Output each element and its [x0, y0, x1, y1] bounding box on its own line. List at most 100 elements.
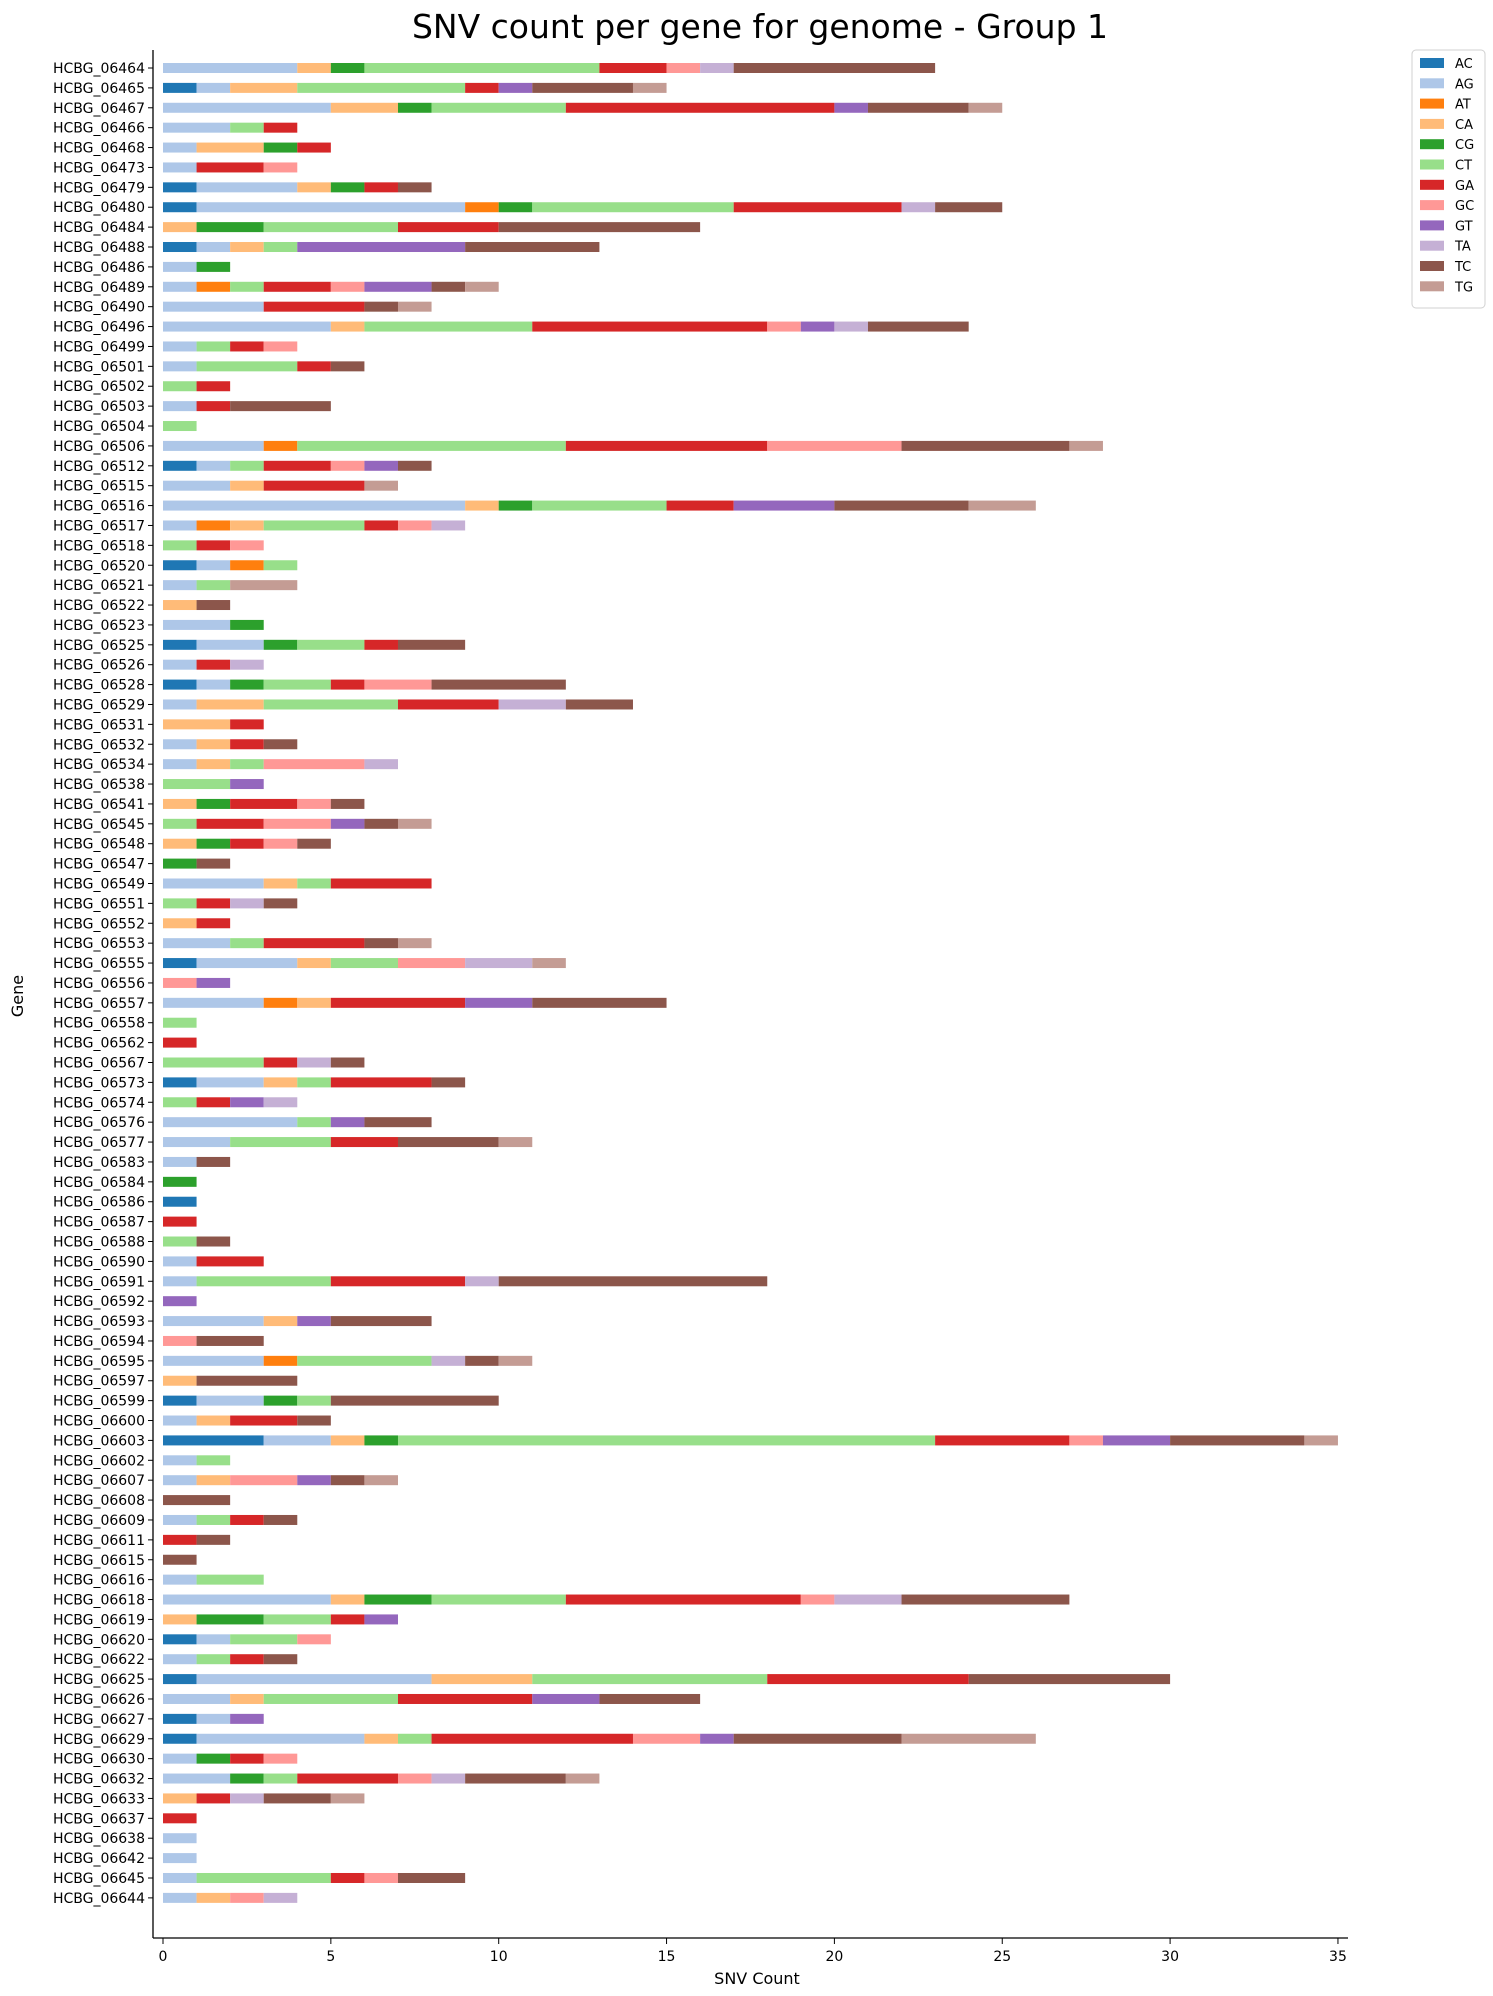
bar-ga-hcbg-06465 — [465, 82, 499, 93]
bar-ct-hcbg-06591 — [196, 1276, 331, 1287]
bar-ga-hcbg-06633 — [196, 1793, 231, 1804]
y-tick-label: HCBG_06555 — [53, 956, 145, 972]
bar-tc-hcbg-06545 — [364, 818, 398, 829]
bar-at-hcbg-06595 — [263, 1355, 298, 1366]
bar-ac-hcbg-06465 — [163, 82, 197, 93]
bar-gc-hcbg-06517 — [397, 520, 432, 531]
y-tick-label: HCBG_06597 — [53, 1374, 145, 1390]
y-tick-label: HCBG_06607 — [53, 1473, 145, 1489]
y-tick-label: HCBG_06586 — [53, 1195, 145, 1211]
bar-ga-hcbg-06502 — [196, 381, 231, 392]
bar-ac-hcbg-06528 — [163, 679, 197, 690]
x-tick-label: 5 — [326, 1949, 335, 1965]
x-axis-label: SNV Count — [714, 1969, 800, 1988]
bar-ac-hcbg-06620 — [163, 1634, 197, 1645]
y-tick-label: HCBG_06534 — [53, 757, 145, 773]
y-tick-label: HCBG_06608 — [53, 1493, 145, 1509]
y-tick-label: HCBG_06520 — [53, 558, 145, 574]
bar-tg-hcbg-06633 — [330, 1793, 365, 1804]
bar-ct-hcbg-06534 — [230, 759, 264, 770]
bar-gt-hcbg-06512 — [364, 460, 398, 471]
bar-ag-hcbg-06629 — [196, 1733, 365, 1744]
bar-ca-hcbg-06496 — [330, 321, 365, 332]
y-tick-label: HCBG_06619 — [53, 1612, 145, 1628]
legend-label-ca: CA — [1455, 118, 1473, 133]
bar-ag-hcbg-06534 — [163, 759, 197, 770]
bar-gt-hcbg-06538 — [230, 779, 264, 790]
bar-ct-hcbg-06512 — [230, 460, 264, 471]
bar-ga-hcbg-06496 — [532, 321, 768, 332]
bar-ag-hcbg-06573 — [196, 1077, 264, 1088]
bar-ct-hcbg-06588 — [163, 1236, 197, 1247]
y-tick-label: HCBG_06638 — [53, 1831, 145, 1847]
legend-swatch-at — [1420, 98, 1444, 109]
bar-ag-hcbg-06553 — [163, 938, 231, 949]
bar-gc-hcbg-06645 — [364, 1872, 398, 1883]
legend-swatch-gt — [1420, 220, 1444, 231]
bar-ag-hcbg-06499 — [163, 341, 197, 352]
legend-label-gc: GC — [1455, 199, 1474, 214]
y-tick-label: HCBG_06541 — [53, 797, 145, 813]
y-tick-label: HCBG_06490 — [53, 300, 145, 316]
bar-cg-hcbg-06467 — [397, 102, 432, 113]
bar-ct-hcbg-06555 — [330, 958, 398, 969]
y-tick-label: HCBG_06562 — [53, 1036, 145, 1052]
y-tick-label: HCBG_06532 — [53, 737, 145, 753]
legend-label-tc: TC — [1454, 260, 1471, 275]
bar-gc-hcbg-06620 — [297, 1634, 331, 1645]
y-tick-label: HCBG_06576 — [53, 1115, 145, 1131]
bar-ga-hcbg-06515 — [263, 480, 365, 491]
bar-ca-hcbg-06607 — [196, 1475, 231, 1486]
bar-tc-hcbg-06532 — [263, 739, 298, 750]
bar-at-hcbg-06506 — [263, 440, 298, 451]
bar-ca-hcbg-06633 — [163, 1793, 197, 1804]
bar-ct-hcbg-06553 — [230, 938, 264, 949]
bar-tc-hcbg-06583 — [196, 1156, 231, 1167]
bar-ga-hcbg-06464 — [599, 63, 667, 73]
bar-ga-hcbg-06600 — [230, 1415, 298, 1426]
bar-ag-hcbg-06632 — [163, 1773, 231, 1784]
bar-ga-hcbg-06630 — [230, 1753, 264, 1764]
legend-label-ta: TA — [1454, 240, 1471, 255]
bar-ag-hcbg-06520 — [196, 560, 231, 571]
bar-ta-hcbg-06517 — [431, 520, 466, 531]
bar-tg-hcbg-06545 — [397, 818, 432, 829]
bar-ca-hcbg-06619 — [163, 1614, 197, 1625]
legend-swatch-gc — [1420, 200, 1444, 211]
bar-gc-hcbg-06489 — [330, 281, 365, 292]
y-tick-label: HCBG_06592 — [53, 1294, 145, 1310]
bar-tg-hcbg-06465 — [632, 82, 667, 93]
y-tick-label: HCBG_06466 — [53, 121, 145, 137]
bar-gc-hcbg-06618 — [800, 1594, 835, 1605]
bar-ct-hcbg-06502 — [163, 381, 197, 392]
bar-ag-hcbg-06516 — [163, 500, 466, 511]
bar-cg-hcbg-06479 — [330, 182, 365, 193]
bar-ct-hcbg-06618 — [431, 1594, 566, 1605]
bar-ga-hcbg-06499 — [230, 341, 264, 352]
bar-ca-hcbg-06516 — [465, 500, 499, 511]
y-tick-label: HCBG_06602 — [53, 1453, 145, 1469]
bar-gt-hcbg-06576 — [330, 1117, 365, 1128]
bar-ta-hcbg-06567 — [297, 1057, 331, 1068]
bar-tc-hcbg-06547 — [196, 858, 231, 869]
bar-ga-hcbg-06618 — [565, 1594, 801, 1605]
bar-gc-hcbg-06464 — [666, 63, 701, 73]
bar-ca-hcbg-06467 — [330, 102, 398, 113]
bar-tc-hcbg-06609 — [263, 1514, 298, 1525]
bar-tg-hcbg-06506 — [1069, 440, 1103, 451]
bar-ga-hcbg-06468 — [297, 142, 331, 153]
bar-ct-hcbg-06626 — [263, 1693, 398, 1704]
bar-ga-hcbg-06574 — [196, 1097, 231, 1108]
bar-ca-hcbg-06593 — [263, 1316, 298, 1327]
bar-ct-hcbg-06465 — [297, 82, 466, 93]
bar-tc-hcbg-06522 — [196, 600, 231, 611]
y-tick-label: HCBG_06486 — [53, 260, 145, 276]
bar-tc-hcbg-06525 — [397, 639, 466, 650]
bar-ag-hcbg-06517 — [163, 520, 197, 531]
y-tick-label: HCBG_06590 — [53, 1254, 145, 1270]
legend-swatch-ta — [1420, 240, 1444, 251]
y-tick-label: HCBG_06558 — [53, 1016, 145, 1032]
legend-label-at: AT — [1455, 98, 1471, 113]
bar-ct-hcbg-06609 — [196, 1514, 231, 1525]
bar-ct-hcbg-06545 — [163, 818, 197, 829]
